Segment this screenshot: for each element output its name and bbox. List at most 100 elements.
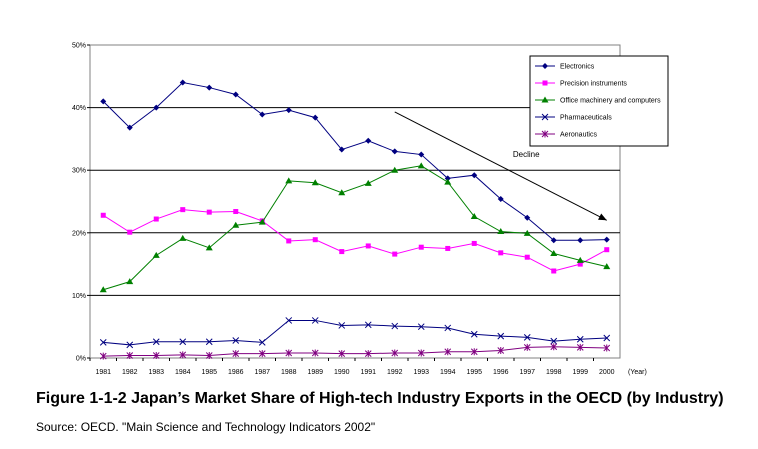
data-point [497, 346, 505, 354]
data-point [391, 166, 399, 173]
data-point [444, 178, 452, 185]
data-point [311, 349, 319, 357]
x-tick-label: 1981 [95, 369, 111, 376]
data-point [497, 332, 505, 340]
data-point [603, 263, 611, 270]
data-point [259, 111, 266, 118]
data-point [576, 343, 584, 351]
y-tick-label: 50% [72, 43, 86, 50]
data-point [444, 175, 451, 182]
data-point [364, 179, 372, 186]
data-point [126, 351, 134, 359]
data-point [523, 343, 531, 351]
data-point [471, 172, 478, 179]
series-line [102, 82, 607, 241]
data-point [152, 251, 160, 258]
legend-swatch-marker [542, 80, 548, 86]
data-point [604, 247, 610, 253]
data-point [418, 151, 425, 158]
data-point [338, 146, 345, 153]
x-tick-label: 1997 [519, 369, 535, 376]
x-tick-label: 1993 [413, 369, 429, 376]
legend-swatch-marker [541, 96, 549, 103]
x-axis-unit: (Year) [628, 369, 647, 376]
series-aeronautics [99, 343, 611, 360]
x-tick-label: 1995 [466, 369, 482, 376]
data-point [365, 137, 372, 144]
data-point [100, 212, 106, 218]
data-point [417, 323, 425, 331]
data-point [152, 351, 160, 359]
data-point [365, 243, 371, 249]
data-point [285, 317, 293, 324]
data-point [285, 349, 293, 357]
data-point [311, 317, 319, 324]
data-point [285, 177, 293, 184]
data-point [126, 278, 134, 285]
data-point [418, 244, 424, 250]
data-point [523, 229, 531, 236]
data-point [417, 162, 425, 169]
data-point [470, 330, 478, 338]
data-point [603, 334, 611, 342]
data-point [498, 250, 504, 256]
data-point [550, 343, 558, 351]
y-tick-label: 40% [72, 105, 86, 112]
data-point [312, 237, 318, 243]
data-point [233, 209, 239, 215]
data-point [470, 348, 478, 356]
x-tick-label: 1996 [493, 369, 509, 376]
data-point [550, 337, 558, 345]
series-pharmaceuticals [99, 317, 611, 349]
x-tick-label: 1989 [307, 369, 323, 376]
y-tick-label: 20% [72, 230, 86, 237]
x-tick-label: 1994 [440, 369, 456, 376]
legend-label: Aeronautics [560, 132, 597, 139]
data-point [205, 338, 213, 346]
data-point [392, 251, 398, 257]
legend-swatch-marker [541, 113, 549, 121]
data-point [258, 350, 266, 358]
data-point [550, 237, 557, 244]
data-point [523, 333, 531, 341]
data-point [391, 349, 399, 357]
data-point [126, 124, 133, 131]
data-point [99, 352, 107, 360]
legend-label: Precision instruments [560, 81, 627, 88]
data-point [339, 249, 345, 255]
data-point [153, 104, 160, 111]
data-point [232, 350, 240, 358]
data-point [445, 245, 451, 251]
legend-box [529, 55, 669, 147]
data-point [179, 338, 187, 346]
data-point [232, 91, 239, 98]
x-tick-label: 1988 [281, 369, 297, 376]
x-tick-label: 1985 [201, 369, 217, 376]
data-point [524, 214, 531, 221]
data-point [338, 350, 346, 358]
x-tick-label: 1986 [228, 369, 244, 376]
data-point [153, 216, 159, 222]
x-tick-label: 1999 [572, 369, 588, 376]
series-precision-instruments [100, 207, 610, 274]
y-tick-label: 30% [72, 168, 86, 175]
data-point [285, 107, 292, 114]
x-tick-label: 2000 [599, 369, 615, 376]
data-point [99, 338, 107, 346]
x-tick-label: 1982 [122, 369, 138, 376]
data-point [444, 348, 452, 356]
data-point [497, 195, 504, 202]
data-point [551, 268, 557, 274]
data-point [180, 207, 186, 213]
x-tick-label: 1998 [546, 369, 562, 376]
data-point [127, 229, 133, 235]
annotation-arrow-head [598, 213, 607, 221]
x-tick-label: 1991 [360, 369, 376, 376]
x-tick-label: 1984 [175, 369, 191, 376]
data-point [205, 351, 213, 359]
data-point [444, 324, 452, 332]
data-point [179, 79, 186, 86]
figure-source: Source: OECD. "Main Science and Technolo… [36, 420, 376, 434]
series-line [103, 319, 607, 346]
data-point [258, 218, 266, 225]
